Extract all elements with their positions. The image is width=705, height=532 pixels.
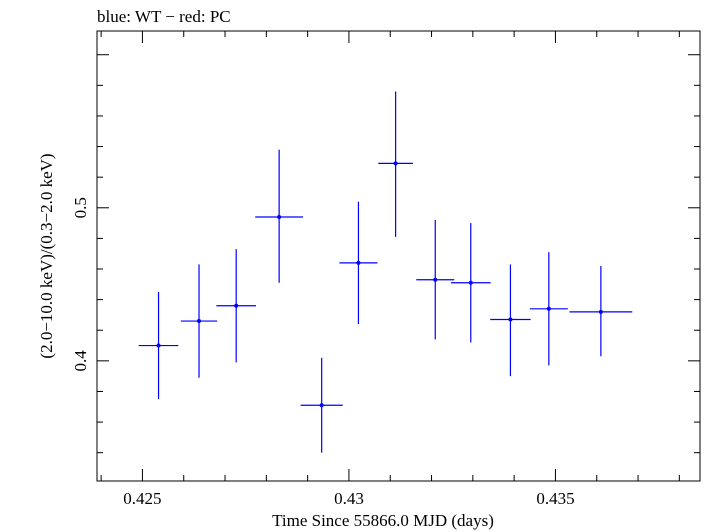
data-point: [569, 265, 633, 357]
y-tick-label: 0.5: [71, 197, 90, 218]
data-point: [180, 264, 218, 378]
data-point: [255, 149, 304, 283]
point-marker: [156, 343, 161, 348]
data-point: [490, 264, 531, 377]
y-tick-label: 0.4: [71, 350, 90, 372]
axis-tick-labels: 0.425 0.43 0.435 0.4 0.5: [71, 197, 575, 508]
chart-title: blue: WT − red: PC: [97, 7, 231, 26]
plot-frame: [96, 30, 701, 482]
x-axis-label: Time Since 55866.0 MJD (days): [272, 511, 494, 530]
x-tick-label: 0.435: [536, 489, 574, 508]
point-marker: [356, 260, 361, 265]
data-points: [138, 91, 633, 453]
data-point: [138, 291, 179, 400]
point-marker: [393, 161, 398, 166]
data-point: [378, 91, 413, 237]
point-marker: [508, 317, 513, 322]
x-tick-label: 0.425: [123, 489, 161, 508]
point-marker: [197, 319, 202, 324]
point-marker: [468, 280, 473, 285]
point-marker: [234, 303, 239, 308]
data-point: [216, 249, 257, 363]
data-point: [339, 201, 378, 325]
data-point: [529, 252, 568, 366]
x-tick-label: 0.43: [334, 489, 364, 508]
data-point: [416, 220, 455, 340]
point-marker: [598, 309, 603, 314]
point-marker: [277, 214, 282, 219]
point-marker: [319, 403, 324, 408]
data-point: [450, 223, 491, 343]
axis-ticks: [97, 31, 700, 481]
y-axis-label: (2.0−10.0 keV)/(0.3−2.0 keV): [37, 153, 56, 358]
point-marker: [433, 277, 438, 282]
point-marker: [546, 306, 551, 311]
data-point: [300, 357, 343, 453]
